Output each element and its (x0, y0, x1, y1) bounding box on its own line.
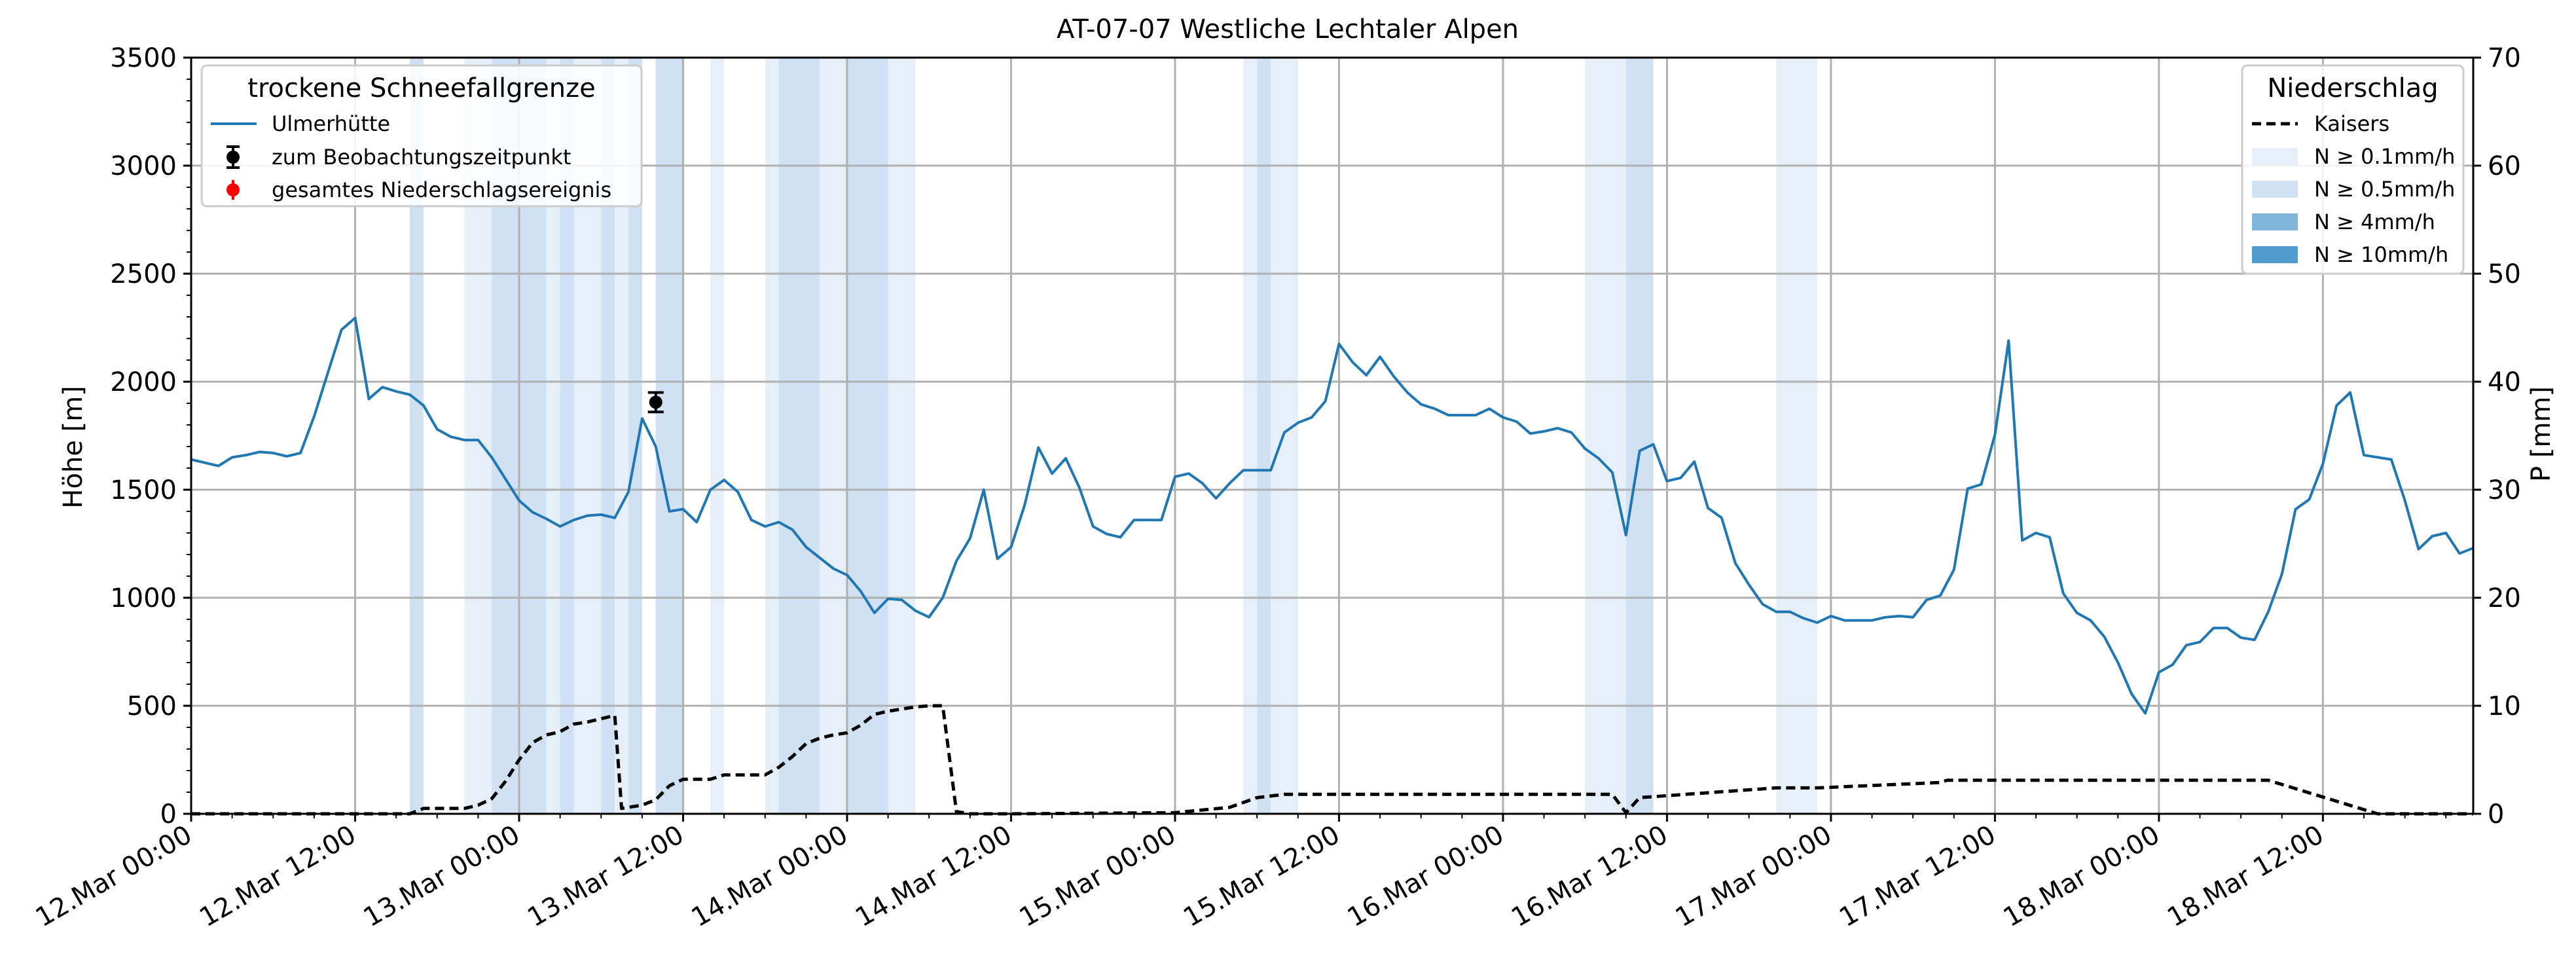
legend-observation-label: zum Beobachtungszeitpunkt (272, 145, 571, 170)
legend-snowfall: trockene Schneefallgrenze Ulmerhütte zum… (200, 64, 643, 208)
y-tick-label-1: 500 (127, 691, 177, 721)
legend-n4-swatch (2252, 213, 2298, 230)
x-tick-label-0: 12.Mar 00:00 (31, 820, 197, 933)
legend-kaisers-label: Kaisers (2314, 111, 2389, 136)
legend-n05-swatch (2252, 181, 2298, 198)
y-tick-label-4: 2000 (110, 367, 177, 397)
y2-tick-label-7: 70 (2488, 43, 2521, 73)
y2-axis-title: P [mm] (2526, 386, 2556, 482)
plot-frame (190, 56, 2475, 815)
precip-band-19 (1585, 58, 1626, 814)
x-tick-label-12: 18.Mar 00:00 (1999, 820, 2165, 933)
x-tick-label-5: 14.Mar 12:00 (850, 820, 1017, 933)
precip-band-15 (888, 58, 916, 814)
x-tick-label-2: 13.Mar 00:00 (359, 820, 525, 933)
x-tick-label-4: 14.Mar 00:00 (687, 820, 853, 933)
y2-tick-label-3: 30 (2488, 475, 2521, 505)
precip-band-10 (710, 58, 725, 814)
legend-n4-label: N ≥ 4mm/h (2314, 210, 2435, 234)
precip-band-16 (1243, 58, 1258, 814)
legend-n10-swatch (2252, 246, 2298, 263)
y2-tick-label-0: 0 (2488, 799, 2504, 830)
legend-n05-label: N ≥ 0.5mm/h (2314, 177, 2455, 202)
legend-ulmerhuette-label: Ulmerhütte (272, 111, 390, 136)
x-tick-label-13: 18.Mar 12:00 (2162, 820, 2329, 933)
x-tick-label-10: 17.Mar 00:00 (1671, 820, 1837, 933)
legend-observation-marker (227, 151, 240, 164)
y2-tick-label-5: 50 (2488, 259, 2521, 289)
precip-band-0 (409, 58, 424, 814)
precip-band-3 (546, 58, 560, 814)
x-tick-label-1: 12.Mar 12:00 (194, 820, 361, 933)
series-line-0 (190, 316, 2474, 715)
legend-total-event-label: gesamtes Niederschlagsereignis (272, 177, 611, 202)
x-tick-label-3: 13.Mar 12:00 (522, 820, 689, 933)
y-tick-label-0: 0 (160, 799, 177, 830)
precip-band-17 (1257, 58, 1271, 814)
y-axis-title: Höhe [m] (58, 386, 88, 508)
y-tick-label-5: 2500 (110, 259, 177, 289)
y2-tick-label-6: 60 (2488, 151, 2521, 181)
y-tick-label-6: 3000 (110, 151, 177, 181)
legend-total-event-marker (227, 183, 240, 196)
precip-band-21 (1776, 58, 1818, 814)
y2-tick-label-2: 20 (2488, 583, 2521, 613)
precip-band-8 (628, 58, 642, 814)
legend-n01-label: N ≥ 0.1mm/h (2314, 144, 2455, 169)
legend-precipitation: Niederschlag Kaisers N ≥ 0.1mm/h N ≥ 0.5… (2241, 64, 2465, 275)
precip-band-20 (1625, 58, 1654, 814)
x-tick-label-7: 15.Mar 12:00 (1178, 820, 1345, 933)
legend-n01-swatch (2252, 148, 2298, 165)
legend-snowfall-title: trockene Schneefallgrenze (247, 73, 595, 103)
precip-band-13 (820, 58, 847, 814)
precip-band-6 (601, 58, 615, 814)
y-tick-label-3: 1500 (110, 475, 177, 505)
y-tick-label-2: 1000 (110, 583, 177, 613)
legend-precipitation-title: Niederschlag (2267, 73, 2438, 103)
observation-marker (649, 395, 662, 409)
y-tick-label-7: 3500 (110, 43, 177, 73)
x-tick-label-6: 15.Mar 00:00 (1015, 820, 1181, 933)
precip-band-9 (655, 58, 683, 814)
x-tick-label-11: 17.Mar 12:00 (1834, 820, 2001, 933)
x-tick-label-9: 16.Mar 12:00 (1506, 820, 1673, 933)
precip-band-12 (778, 58, 820, 814)
precip-band-4 (560, 58, 574, 814)
precip-band-7 (615, 58, 628, 814)
y2-tick-label-1: 10 (2488, 691, 2521, 721)
chart-title: AT-07-07 Westliche Lechtaler Alpen (1057, 14, 1519, 45)
y2-tick-label-4: 40 (2488, 367, 2521, 397)
legend-snowfall-frame (200, 64, 643, 208)
series-line-1 (191, 704, 2473, 816)
data-series (190, 316, 2474, 816)
x-tick-label-8: 16.Mar 00:00 (1343, 820, 1509, 933)
legend-n10-label: N ≥ 10mm/h (2314, 242, 2448, 267)
precip-band-11 (765, 58, 779, 814)
precip-band-14 (846, 58, 888, 814)
